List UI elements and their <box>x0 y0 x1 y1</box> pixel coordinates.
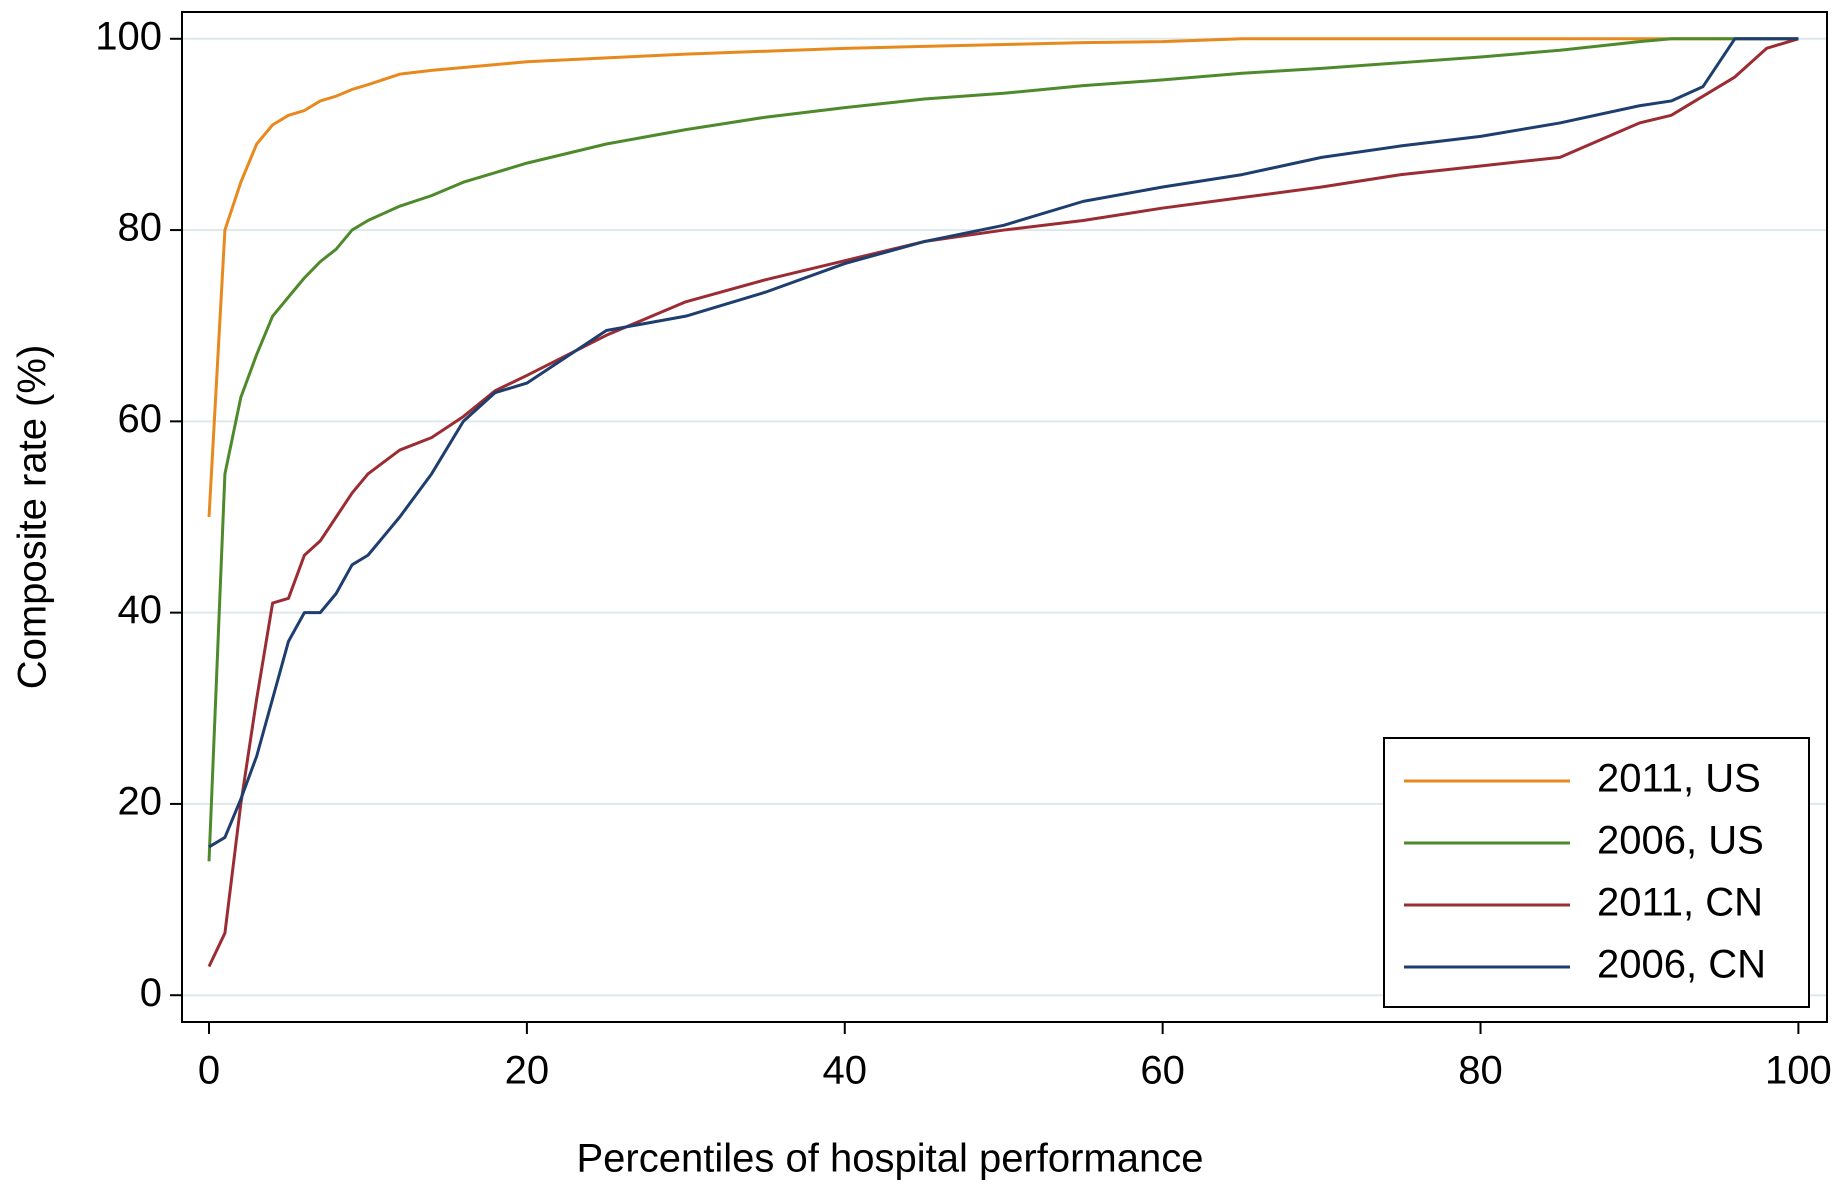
x-tick-label: 80 <box>1458 1049 1503 1093</box>
y-tick-label: 60 <box>118 397 163 441</box>
x-tick-label: 0 <box>198 1049 220 1093</box>
y-tick-label: 40 <box>118 588 163 632</box>
legend-box <box>1383 737 1810 1008</box>
y-tick-label: 100 <box>95 14 162 58</box>
x-tick-label: 100 <box>1765 1049 1832 1093</box>
y-tick-label: 0 <box>140 971 162 1015</box>
legend-label: 2011, US <box>1597 757 1761 801</box>
legend-label: 2006, CN <box>1597 943 1766 987</box>
series-line <box>208 37 1799 849</box>
plot-frame <box>181 11 1828 1023</box>
x-axis-label: Percentiles of hospital performance <box>577 1137 1204 1181</box>
legend: 2011, US 2006, US 2011, CN 2006, CN <box>1383 737 1810 1008</box>
y-axis-label: Composite rate (%) <box>11 345 55 690</box>
y-tick-label: 20 <box>118 779 163 823</box>
x-tick-label: 40 <box>823 1049 868 1093</box>
x-tick-label: 60 <box>1140 1049 1185 1093</box>
legend-label: 2011, CN <box>1597 881 1763 925</box>
series-line <box>207 37 1799 518</box>
x-tick-label: 20 <box>505 1049 550 1093</box>
legend-label: 2006, US <box>1597 819 1764 863</box>
series-line <box>207 37 1799 862</box>
y-tick-label: 80 <box>118 206 163 250</box>
series-line <box>207 37 1799 968</box>
